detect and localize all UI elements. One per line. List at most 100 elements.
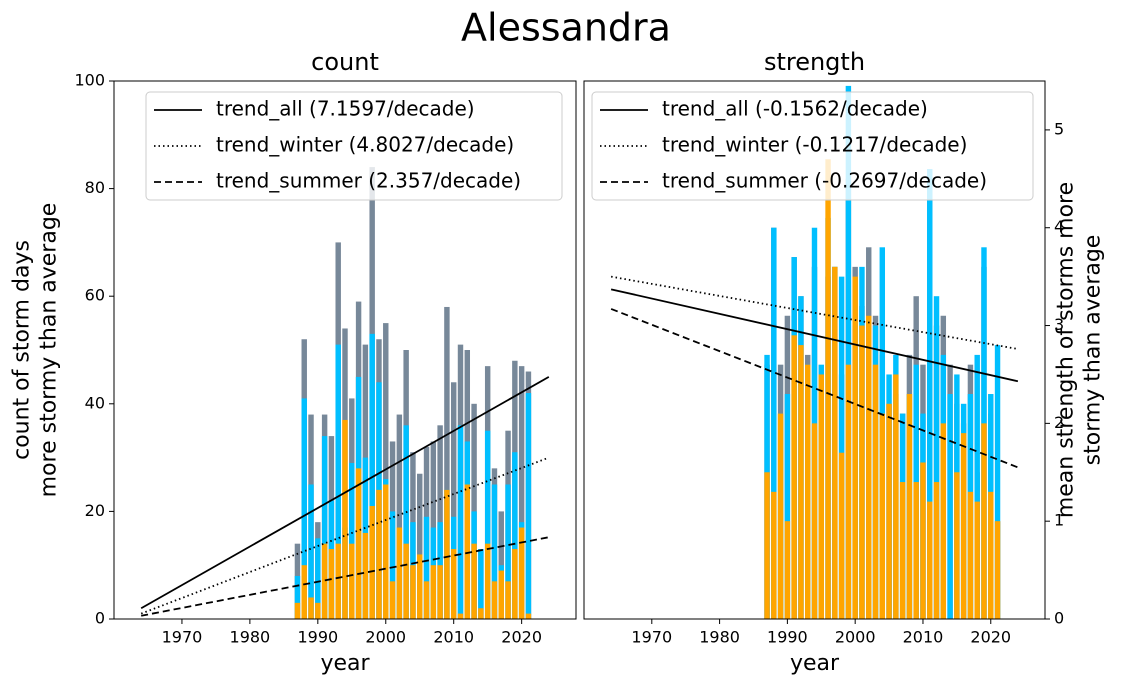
bar	[852, 276, 858, 619]
bar	[525, 393, 532, 619]
bar	[933, 482, 940, 619]
bar	[457, 425, 464, 619]
bar	[417, 473, 423, 619]
bar	[518, 366, 525, 619]
y-tick-label: 20	[85, 501, 105, 520]
bar	[954, 472, 960, 619]
bar	[321, 543, 328, 619]
bar	[988, 491, 994, 619]
bar	[906, 394, 913, 619]
bar	[471, 543, 477, 619]
bar	[798, 345, 804, 619]
bar	[981, 423, 987, 619]
trend-line	[610, 308, 1019, 469]
bar	[335, 344, 341, 619]
y-tick-label: 5	[1054, 119, 1064, 138]
bar	[974, 501, 980, 619]
bar	[444, 489, 450, 619]
x-tick-label: 2000	[835, 628, 876, 647]
bar	[383, 323, 389, 619]
y-tick-label: 2	[1054, 413, 1064, 432]
bar	[335, 543, 341, 619]
bar	[321, 436, 328, 619]
y-axis-label: more stormy than average	[37, 203, 62, 498]
x-tick-label: 2010	[433, 628, 474, 647]
bar	[389, 581, 396, 619]
bar	[349, 462, 355, 619]
bar	[484, 543, 491, 619]
bar	[301, 398, 307, 619]
axes-frame	[113, 80, 577, 620]
bar	[920, 462, 926, 619]
bar	[838, 452, 845, 619]
trend-line	[141, 536, 549, 617]
bar	[933, 296, 940, 619]
y-axis-label: stormy than average	[1081, 235, 1106, 466]
bar	[845, 364, 852, 619]
bar	[389, 511, 396, 619]
bar	[315, 602, 321, 619]
x-tick-label: 1980	[699, 628, 740, 647]
trend-line	[140, 456, 550, 615]
bar	[866, 315, 872, 619]
bar	[450, 382, 457, 619]
x-tick-label: 2020	[501, 628, 542, 647]
x-tick-label: 2000	[365, 628, 406, 647]
bar	[444, 306, 450, 619]
y-tick-label: 1	[1054, 511, 1064, 530]
bar	[484, 430, 491, 619]
bar	[771, 491, 777, 619]
trend-line	[610, 275, 1019, 350]
bar	[355, 468, 362, 619]
bar	[301, 565, 307, 619]
x-tick-label: 2020	[970, 628, 1011, 647]
bar	[811, 423, 818, 619]
bar	[872, 364, 879, 619]
panel-title: count	[311, 48, 379, 76]
bar	[825, 159, 831, 619]
bar	[403, 425, 409, 619]
trend-line	[610, 288, 1019, 383]
bar	[879, 413, 886, 619]
bar	[450, 549, 457, 619]
bar	[383, 484, 389, 619]
bar	[403, 543, 409, 619]
legend-box	[145, 91, 563, 201]
legend-box	[591, 91, 1034, 201]
legend-label: trend_winter (-0.1217/decade)	[662, 133, 967, 157]
bar	[478, 608, 484, 619]
bar	[940, 423, 947, 619]
figure-title: Alessandra	[461, 6, 671, 50]
bar	[491, 484, 498, 619]
bar	[893, 374, 899, 619]
bar	[437, 565, 443, 619]
bar	[791, 335, 797, 619]
legend-label: trend_summer (-0.2697/decade)	[662, 169, 987, 193]
bar	[927, 169, 933, 619]
bar	[423, 581, 430, 619]
bar	[430, 565, 437, 619]
bar	[927, 501, 933, 619]
legend-label: trend_summer (2.357/decade)	[216, 169, 521, 193]
y-axis-label: mean strength of storms more	[1054, 182, 1079, 518]
bar	[771, 227, 777, 619]
bar	[349, 543, 355, 619]
bar	[294, 602, 301, 619]
bar	[818, 374, 824, 619]
panel: 1970 1980 1990 2000 2010 2020 0 1 2 3 4 5 strength ye…	[583, 48, 1106, 676]
bar	[967, 491, 974, 619]
x-axis-label: year	[320, 651, 370, 676]
bar	[805, 364, 811, 619]
bar	[784, 521, 791, 619]
legend-label: trend_all (-0.1562/decade)	[662, 97, 928, 121]
x-tick-label: 1990	[767, 628, 808, 647]
bar	[886, 403, 892, 619]
panel: 1970 1980 1990 2000 2010 2020 0 20 40 60 80 100 coun…	[10, 48, 577, 676]
bar	[913, 482, 919, 619]
bar	[845, 85, 852, 619]
y-axis-label: count of storm days	[10, 240, 35, 460]
bar	[505, 581, 511, 619]
bar	[518, 527, 525, 619]
y-tick-label: 100	[74, 71, 105, 90]
